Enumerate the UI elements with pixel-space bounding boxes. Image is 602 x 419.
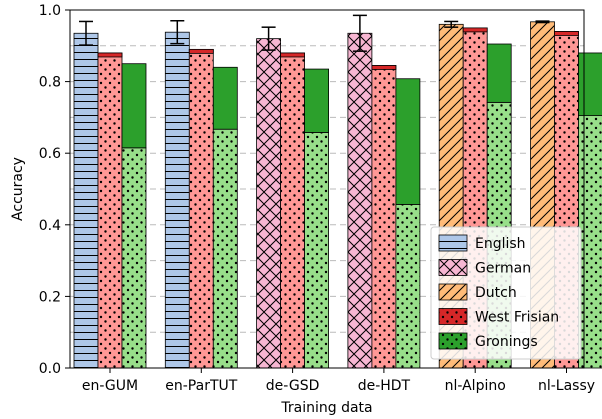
x-tick-label: nl-Lassy bbox=[538, 378, 595, 394]
bar-west-frisian-cap bbox=[554, 31, 579, 36]
legend-label: West Frisian bbox=[475, 310, 559, 326]
bar-gronings-upper bbox=[395, 78, 421, 205]
y-tick-label: 0.4 bbox=[39, 218, 61, 234]
error-bars-group bbox=[79, 14, 550, 52]
bar-west-frisian-cap bbox=[188, 48, 214, 54]
legend-label: German bbox=[475, 261, 531, 277]
y-tick-label: 0.6 bbox=[39, 146, 61, 162]
legend-swatch-hatch bbox=[439, 308, 467, 325]
bar-gronings-upper bbox=[212, 66, 238, 130]
bar-english-hatch bbox=[165, 32, 190, 369]
bar-gronings-upper bbox=[304, 68, 330, 133]
x-axis-title: Training data bbox=[280, 400, 372, 416]
bar-west-frisian-cap bbox=[280, 52, 306, 58]
plot-frame bbox=[69, 9, 585, 369]
y-tick-label: 1.0 bbox=[39, 3, 61, 19]
bar-west-frisian-hatch bbox=[371, 65, 396, 369]
legend-swatch-hatch bbox=[439, 333, 467, 349]
legend-swatch-hatch bbox=[439, 284, 467, 300]
legend-swatch-hatch bbox=[439, 235, 467, 251]
bar-west-frisian-cap bbox=[371, 65, 397, 70]
bar-gronings-upper bbox=[121, 63, 147, 149]
legend-label: Dutch bbox=[475, 285, 517, 301]
bar-gronings-upper bbox=[578, 52, 602, 117]
bar-german-hatch bbox=[256, 38, 281, 368]
bar-gronings-lower-hatch bbox=[213, 129, 238, 368]
bar-west-frisian-cap bbox=[462, 27, 488, 33]
bar-west-frisian-hatch bbox=[280, 52, 305, 369]
bar-gronings-lower-hatch bbox=[578, 115, 602, 368]
x-axis-ticks: en-GUM en-ParTUT de-GSD de-HDT nl-Alpino nl-L… bbox=[82, 368, 595, 394]
x-tick-label: en-GUM bbox=[82, 378, 138, 394]
legend-swatch-hatch bbox=[439, 259, 467, 276]
bar-english-hatch bbox=[74, 33, 98, 369]
bar-gronings-upper bbox=[486, 43, 512, 103]
legend-label: English bbox=[475, 236, 526, 252]
grid-lines bbox=[70, 45, 584, 333]
bar-gronings-lower-hatch bbox=[395, 204, 420, 368]
bar-west-frisian-cap bbox=[97, 52, 123, 58]
bar-german-hatch bbox=[347, 33, 372, 369]
y-axis-ticks: 0.0 0.2 0.4 0.6 0.8 1.0 bbox=[39, 3, 70, 377]
x-tick-label: de-GSD bbox=[266, 378, 320, 394]
legend: English German Dutch West Frisian Gronings bbox=[430, 226, 582, 360]
legend-box bbox=[430, 226, 582, 360]
bar-west-frisian-hatch bbox=[98, 52, 122, 369]
bar-west-frisian-hatch bbox=[189, 49, 214, 368]
y-axis-title: Accuracy bbox=[10, 157, 26, 221]
x-tick-label: en-ParTUT bbox=[165, 378, 237, 394]
y-tick-label: 0.2 bbox=[39, 289, 61, 305]
x-tick-label: de-HDT bbox=[358, 378, 411, 394]
bar-gronings-lower-hatch bbox=[122, 147, 146, 368]
x-tick-label: nl-Alpino bbox=[445, 378, 506, 394]
bar-gronings-lower-hatch bbox=[304, 132, 329, 368]
y-tick-label: 0.0 bbox=[39, 361, 61, 377]
legend-label: Gronings bbox=[475, 334, 538, 350]
y-tick-label: 0.8 bbox=[39, 75, 61, 91]
